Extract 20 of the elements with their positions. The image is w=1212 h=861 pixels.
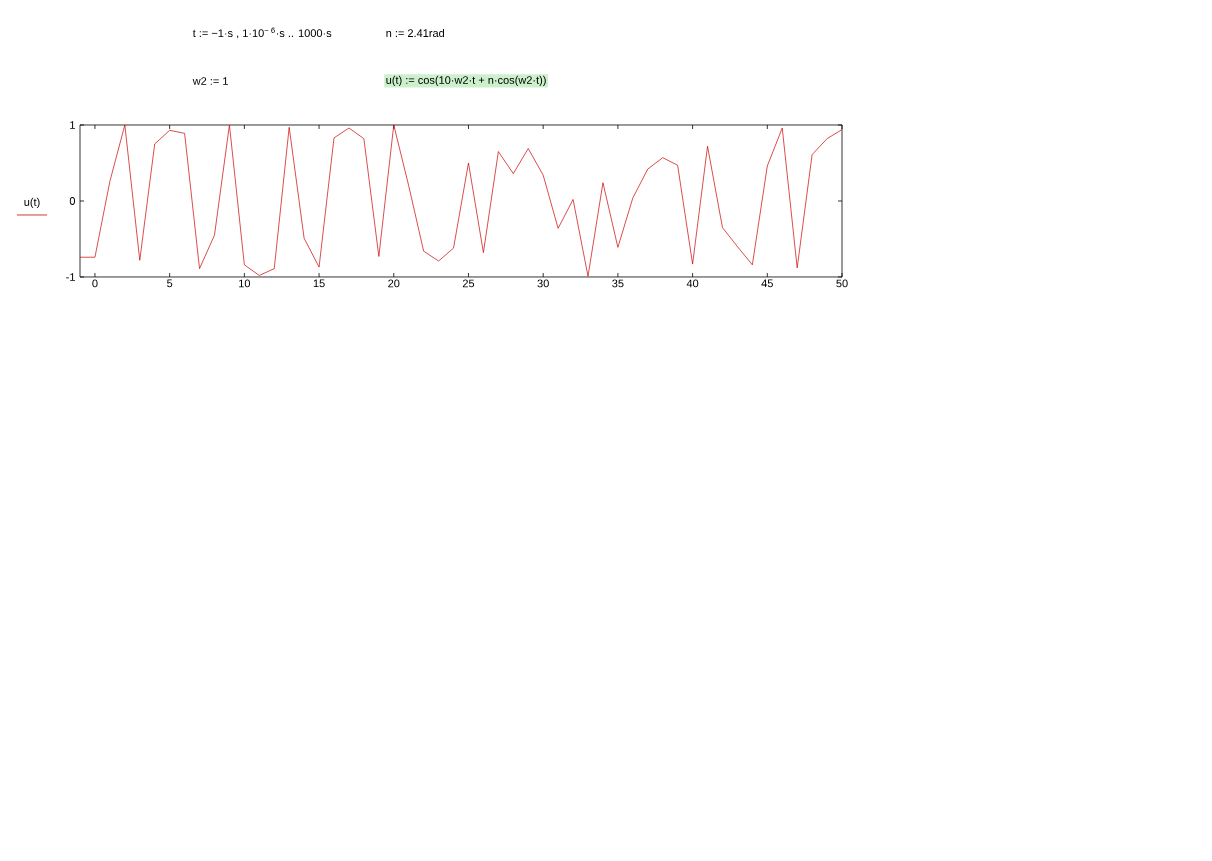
line-series [79, 124, 843, 277]
text: n := 2.41rad [386, 28, 445, 38]
x-tick-label: 20 [388, 279, 400, 288]
x-tick-label: 25 [462, 279, 475, 288]
text: t := −1·s , 1·10$^{− 6}$·s .. 1000·s [192, 27, 332, 39]
x-tick-label: 0 [92, 279, 98, 288]
x-tick-label: 50 [836, 279, 848, 288]
x-tick-label: 35 [612, 279, 624, 288]
x-tick-label: 45 [761, 279, 773, 288]
y-tick-label: 1 [70, 121, 75, 129]
text: w2 := 1 [192, 77, 228, 85]
y-tick-label: 0 [69, 197, 76, 205]
x-tick-label: 10 [239, 279, 251, 288]
x-tick-label: 5 [167, 279, 173, 288]
x-tick-label: 15 [313, 279, 325, 288]
y-tick-label: -1 [66, 273, 75, 281]
x-tick-label: 40 [686, 279, 699, 288]
x-tick-label: 30 [537, 279, 549, 288]
text: u(t) [24, 197, 40, 209]
text: u(t) := cos(10·w2·t + n·cos(w2·t)) [386, 75, 546, 87]
